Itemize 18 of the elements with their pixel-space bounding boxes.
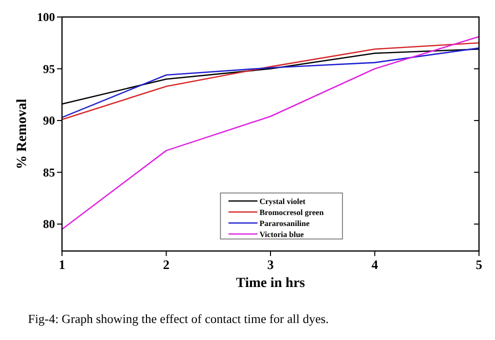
x-tick-label: 1 [58, 257, 66, 272]
x-tick-label: 2 [163, 257, 170, 272]
legend-label: Bromocresol green [259, 208, 324, 217]
x-tick-label: 4 [372, 257, 378, 272]
legend-label: Victoria blue [259, 230, 304, 239]
x-tick-label: 5 [476, 257, 483, 272]
legend-label: Pararosaniline [259, 219, 310, 228]
line-series [61, 36, 480, 230]
x-axis-title: Time in hrs [236, 276, 306, 291]
x-tick-label: 3 [267, 257, 274, 272]
y-tick-label: 100 [37, 10, 55, 24]
y-tick-label: 95 [43, 62, 55, 76]
text: Fig-4: Graph showing the effect of contact time for all dyes. [28, 312, 329, 326]
y-tick-label: 90 [43, 114, 55, 128]
legend-label: Crystal violet [259, 197, 306, 206]
y-tick-label: 80 [43, 217, 55, 232]
y-axis-title: % Removal [15, 98, 30, 170]
y-tick-label: 85 [43, 165, 55, 180]
